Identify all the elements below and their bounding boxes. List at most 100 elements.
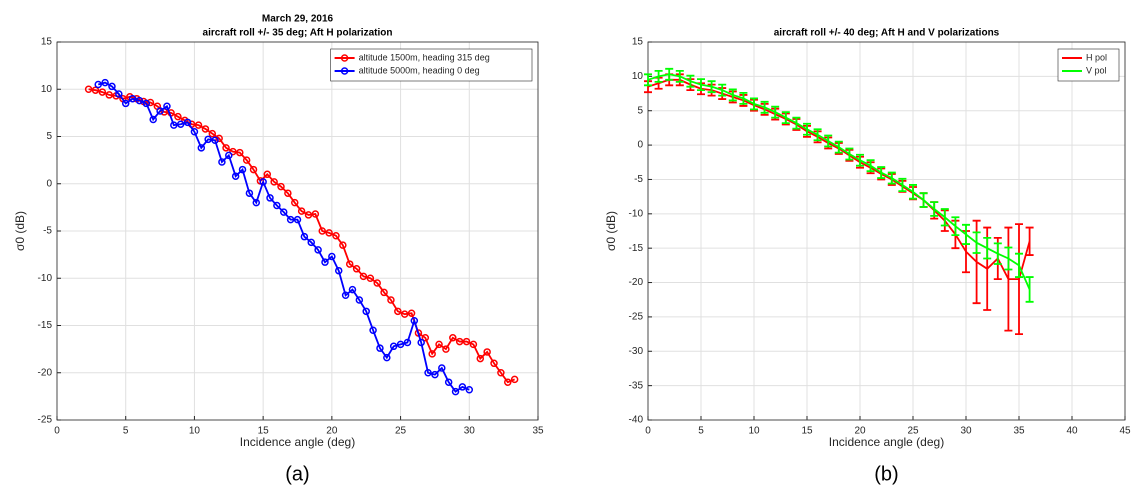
data-point — [345, 260, 354, 268]
error-bar — [803, 122, 811, 136]
error-bar — [665, 67, 674, 81]
data-point — [135, 96, 144, 105]
data-point — [341, 291, 350, 300]
data-point — [291, 198, 299, 207]
x-axis-label: Incidence angle (deg) — [829, 435, 944, 449]
error-bar — [1015, 223, 1023, 335]
y-tick-label: -15 — [38, 320, 53, 331]
data-point — [410, 317, 419, 325]
data-point — [277, 182, 285, 191]
y-tick-label: -40 — [629, 415, 644, 426]
data-point — [407, 309, 416, 317]
data-point — [483, 348, 491, 356]
y-tick-label: 0 — [46, 178, 52, 189]
error-bar — [1004, 226, 1013, 332]
error-bar — [1025, 276, 1034, 303]
data-point — [146, 98, 155, 107]
x-tick-label: 25 — [395, 426, 407, 437]
data-point — [293, 215, 302, 224]
data-point — [431, 370, 439, 379]
x-tick-label: 10 — [189, 426, 201, 437]
data-point — [444, 378, 453, 386]
x-tick-label: 20 — [854, 426, 866, 437]
data-point — [469, 340, 478, 349]
y-tick-label: 15 — [632, 37, 644, 48]
x-tick-label: 15 — [801, 426, 813, 437]
x-tick-label: 15 — [258, 426, 270, 437]
data-point — [396, 340, 405, 349]
data-point — [325, 229, 333, 237]
legend-label: altitude 1500m, heading 315 deg — [359, 52, 490, 62]
y-tick-label: -15 — [629, 243, 644, 254]
data-point — [417, 338, 425, 347]
data-point — [455, 337, 464, 346]
data-point — [94, 80, 102, 89]
error-bar — [707, 80, 716, 94]
y-axis-label: σ0 (dB) — [604, 211, 618, 251]
y-tick-label: -35 — [629, 380, 644, 391]
data-point — [98, 88, 107, 96]
error-bar — [887, 171, 896, 185]
legend-label: V pol — [1086, 65, 1107, 75]
data-point — [101, 78, 109, 87]
data-point — [380, 288, 388, 297]
data-point — [190, 128, 199, 136]
x-tick-label: 5 — [698, 426, 704, 437]
data-point — [249, 165, 258, 174]
data-point — [435, 340, 443, 349]
data-point — [176, 120, 185, 128]
data-point — [334, 266, 343, 275]
data-point — [421, 334, 430, 342]
axes-box — [56, 41, 539, 421]
error-bar — [781, 111, 790, 124]
data-point — [369, 326, 377, 334]
y-tick-label: -25 — [629, 312, 644, 323]
error-bar — [739, 91, 748, 105]
data-point — [332, 231, 340, 240]
error-bar — [792, 116, 801, 130]
data-point — [142, 99, 151, 108]
data-point — [510, 375, 519, 384]
data-point — [387, 296, 395, 304]
data-point — [266, 194, 274, 202]
y-tick-label: -20 — [38, 367, 53, 378]
x-tick-label: 35 — [1013, 426, 1025, 437]
data-point — [128, 94, 137, 103]
data-point — [183, 118, 192, 127]
data-point — [376, 344, 384, 352]
error-bar — [824, 134, 833, 148]
data-point — [211, 136, 219, 145]
data-point — [204, 135, 212, 144]
data-point — [318, 227, 326, 235]
data-point — [304, 211, 313, 219]
data-point — [263, 170, 272, 179]
x-tick-label: 45 — [1119, 426, 1131, 437]
y-tick-label: 5 — [637, 105, 643, 116]
error-bar — [644, 73, 652, 87]
y-tick-label: -5 — [634, 174, 643, 185]
error-bar — [866, 159, 875, 173]
data-point — [174, 112, 182, 121]
error-bar — [993, 242, 1002, 265]
error-bar — [686, 74, 695, 88]
y-axis-label: σ0 (dB) — [13, 211, 27, 251]
data-point — [297, 207, 306, 215]
data-point — [222, 144, 230, 152]
error-bar — [834, 140, 843, 154]
data-point — [504, 378, 512, 386]
data-point — [373, 279, 381, 287]
data-point — [163, 102, 171, 111]
data-point — [449, 334, 457, 342]
x-tick-label: 40 — [1066, 426, 1078, 437]
data-point — [458, 383, 467, 391]
error-bar — [877, 166, 886, 179]
data-point — [229, 147, 237, 156]
data-point — [339, 241, 347, 249]
data-point — [225, 151, 233, 160]
data-point — [490, 359, 498, 368]
data-point — [314, 246, 322, 254]
data-point — [400, 310, 409, 318]
error-bar — [919, 192, 928, 208]
data-point — [389, 342, 398, 351]
